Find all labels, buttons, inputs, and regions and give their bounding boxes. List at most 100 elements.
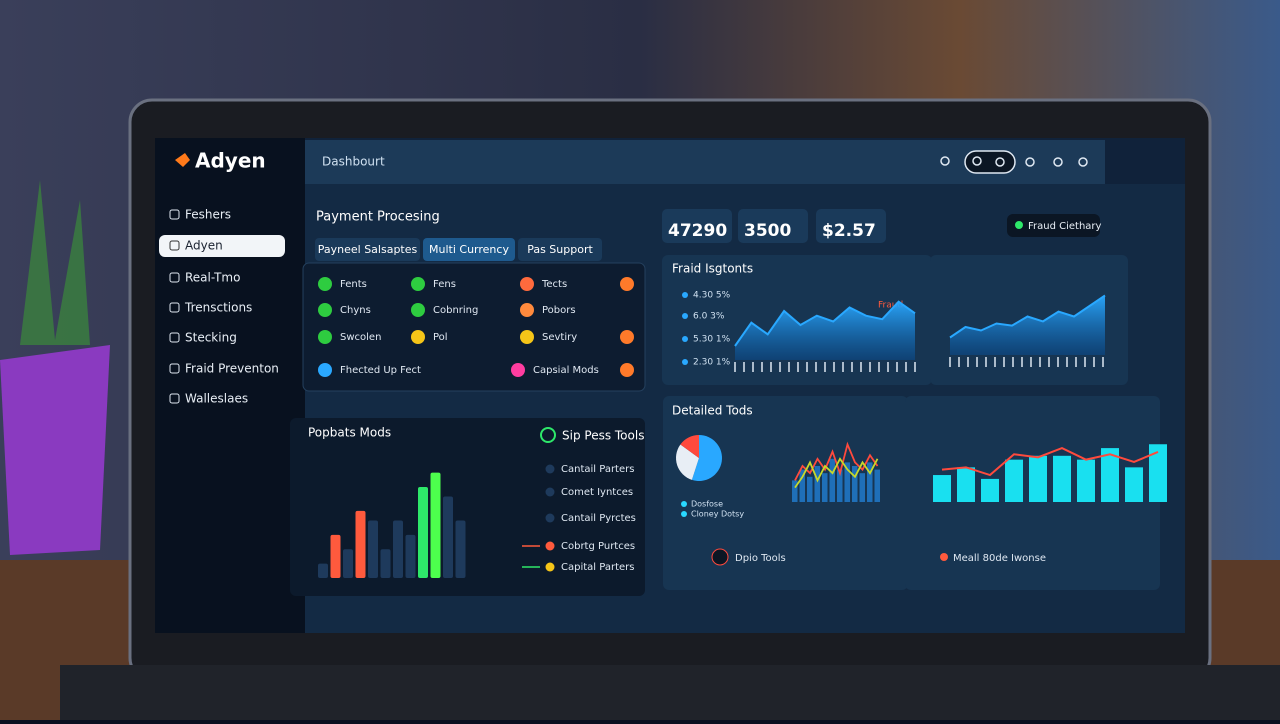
sidebar-item[interactable]: Adyen [185,239,223,253]
sidebar-icon [169,240,180,251]
bar [822,473,828,502]
legend-dot [545,513,555,523]
logo-icon [175,153,190,167]
legend-dot [545,487,555,497]
tab[interactable] [518,238,602,261]
sidebar-item[interactable]: Walleslaes [185,392,248,406]
item-label: Pol [433,332,448,343]
stat-value: 47290 [668,221,727,241]
panel-title: Popbats Mods [308,426,391,440]
plant [20,180,90,345]
sidebar-item[interactable]: Fraid Preventon [185,362,279,376]
item-label: Fhected Up Fect [340,365,421,376]
bar [1005,459,1023,502]
item-label: Swcolen [340,332,381,343]
line [794,457,879,489]
stat-box [738,209,808,243]
item-label: Cobnring [433,305,478,316]
pie-slice [691,435,723,481]
stat-box [816,209,886,243]
line [941,447,1159,477]
bar [844,462,850,502]
fraud-label: 6.0 3% [693,312,725,322]
legend-label: Cobrtg Purtces [561,541,635,552]
bar [837,469,843,502]
legend-dot [681,511,687,517]
fraud-button[interactable] [1007,214,1100,237]
row-icon [620,363,634,377]
area-line [734,300,916,347]
tab[interactable] [315,238,420,261]
bar [405,534,416,578]
sidebar-icon [169,332,180,343]
area [950,295,1105,355]
item-icon [411,303,425,317]
fraud-label: 2.30 1% [693,358,731,368]
fraud-label: 4.30 5% [693,291,731,301]
sidebar-icon [169,393,180,404]
sidebar-item[interactable]: Feshers [185,208,231,222]
bar [330,534,341,578]
legend-label: Dosfose [691,500,723,509]
label-dot [682,292,688,298]
keyboard [60,665,1280,720]
fraud-button-label: Fraud Ciethary [1028,221,1102,232]
bar [957,467,975,502]
popbats-panel [290,418,645,596]
bar [355,510,366,578]
bar [933,475,951,502]
bar [430,472,441,578]
panel-title: Fraid Isgtonts [672,262,753,276]
bar [443,496,453,578]
footer-icon [940,553,948,561]
item-label: Fens [433,279,456,290]
header-icons [940,150,1088,174]
item-icon [511,363,525,377]
bar [852,466,858,502]
sidebar [155,138,305,633]
item-label: Sevtiry [542,332,577,343]
sidebar-item[interactable]: Stecking [185,331,237,345]
bar [380,549,391,578]
stat-box [662,209,732,243]
legend-label: Cantail Parters [561,464,634,475]
bar [1053,455,1071,502]
logo: Adyen [195,149,266,173]
pie-slice [680,435,699,458]
tools-label: Sip Pess Tools [562,429,644,443]
item-icon [318,363,332,377]
bar [829,458,835,502]
tab-label: Payneel Salsaptes [318,243,418,256]
item-icon [411,277,425,291]
legend-label: Cantail Pyrctes [561,513,636,524]
bar [1029,455,1047,502]
panel-footer: Dpio Tools [735,553,786,564]
legend-label: Capital Parters [561,562,634,573]
sidebar-icon [169,363,180,374]
item-icon [520,277,534,291]
section-title: Payment Procesing [316,210,440,225]
area [735,301,915,360]
tab[interactable] [423,238,515,261]
fraud-label: 5.30 1% [693,335,731,345]
item-icon [318,277,332,291]
panel-footer: Meall 80de Iwonse [953,553,1046,564]
sidebar-icon [169,272,180,283]
status-dot [1015,221,1023,229]
label-dot [682,359,688,365]
item-label: Fents [340,279,367,290]
tab-label: Multi Currency [429,243,509,256]
label-dot [682,313,688,319]
sidebar-icon [169,209,180,220]
sidebar-item[interactable]: Trensctions [184,301,252,315]
item-icon [520,303,534,317]
bar [318,563,328,578]
bar [368,520,378,578]
item-icon [520,330,534,344]
bar [859,473,865,502]
sidebar-item[interactable]: Real-Tmo [185,271,240,285]
footer-icon [711,548,729,566]
legend-label: Comet Iyntces [561,487,633,498]
bar [343,549,353,578]
